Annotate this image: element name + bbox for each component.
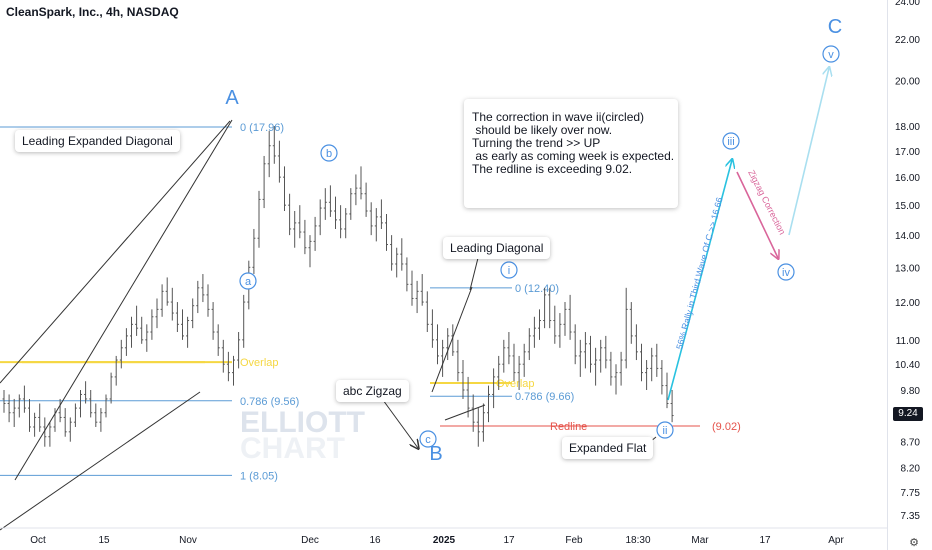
y-axis-tick-label: 7.75: [901, 488, 921, 499]
note-line: The redline is exceeding 9.02.: [472, 162, 633, 176]
y-axis-tick-label: 24.00: [895, 0, 920, 8]
y-axis-tick-label: 16.00: [895, 173, 920, 184]
y-axis-tick-label: 7.35: [901, 511, 921, 522]
level-label: 0.786 (9.56): [240, 396, 299, 408]
y-axis-tick-label: 20.00: [895, 76, 920, 87]
wave-label: iii: [727, 136, 734, 148]
wave-label-circle: [500, 261, 518, 279]
y-axis-tick-label: 22.00: [895, 35, 920, 46]
wave-label: A: [225, 87, 239, 109]
y-axis-tick-label: 8.70: [901, 438, 921, 449]
wave-label-circle: [239, 272, 257, 290]
note-line: Turning the trend >> UP: [472, 136, 601, 150]
y-axis-tick-label: 11.00: [896, 336, 921, 347]
level-label: 0 (12.40): [515, 283, 559, 295]
y-axis-tick-label: 8.20: [901, 463, 921, 474]
level-label: (9.02): [712, 421, 741, 433]
wave-label: B: [429, 443, 442, 465]
y-axis-tick-label: 9.80: [901, 386, 921, 397]
wave-label-circle: [822, 45, 840, 63]
y-axis-tick-label: 17.00: [895, 147, 920, 158]
x-axis-tick-label: 17: [503, 535, 515, 546]
x-axis-tick-label: 18:30: [625, 535, 650, 546]
channel-line: [0, 120, 231, 384]
note-line: as early as coming week is expected.: [472, 149, 675, 163]
level-label: 0.786 (9.66): [515, 391, 574, 403]
chart-title: CleanSpark, Inc., 4h, NASDAQ: [6, 5, 179, 19]
y-axis-tick-label: 14.00: [895, 231, 920, 242]
y-axis-tick-label: 13.00: [895, 263, 920, 274]
level-label: Overlap: [240, 357, 279, 369]
wave-label-circle: [722, 132, 740, 150]
callout-leading-expanded-diagonal: Leading Expanded Diagonal: [15, 130, 180, 152]
wave-label-circle: [419, 430, 437, 448]
x-axis-tick-label: 16: [369, 535, 381, 546]
x-axis-tick-label: Mar: [691, 535, 709, 546]
y-axis-tick-label: 10.40: [895, 360, 920, 371]
x-axis-tick-label: 17: [759, 535, 771, 546]
x-axis-tick-label: 15: [98, 535, 110, 546]
callout-leading-diagonal: Leading Diagonal: [443, 237, 551, 259]
wave-label: C: [828, 16, 842, 38]
y-axis-tick-label: 12.00: [895, 298, 920, 309]
x-axis-tick-label: Nov: [179, 535, 197, 546]
wave-label: c: [425, 434, 431, 446]
projection-label: 56% Rally in Third Wave Of C >> 16.66: [674, 196, 724, 350]
x-axis-tick-label: 2025: [433, 535, 456, 546]
projection-label: Zigzag Correction: [746, 168, 787, 236]
level-label: Overlap: [496, 378, 535, 390]
level-label: 1 (8.05): [240, 470, 278, 482]
wave-label-circle: [777, 263, 795, 281]
x-axis-tick-label: Oct: [30, 535, 46, 546]
wave-label: v: [828, 49, 834, 61]
watermark-text: ELLIOTT: [240, 406, 365, 439]
wave-label: iv: [782, 267, 790, 279]
projection-arrow-wave-iv: [736, 171, 778, 258]
level-label: Redline: [550, 421, 587, 433]
channel-line: [0, 391, 201, 531]
wave-label-circle: [320, 144, 338, 162]
x-axis-tick-label: Feb: [565, 535, 583, 546]
watermark-text: CHART: [240, 432, 345, 465]
wave-label: a: [245, 276, 252, 288]
projection-arrow-wave-iii: [667, 160, 732, 401]
level-label: 0 (17.96): [240, 122, 284, 134]
wave-label: i: [508, 265, 510, 277]
channel-line: [431, 286, 473, 393]
wave-label-circle: [656, 421, 674, 439]
analysis-note: The correction in wave ii(circled) shoul…: [464, 99, 678, 208]
projection-arrow-wave-v: [788, 68, 829, 236]
y-axis-tick-label: 15.00: [895, 201, 920, 212]
note-line: The correction in wave ii(circled): [472, 110, 645, 124]
x-axis-tick-label: Dec: [301, 535, 319, 546]
current-price-badge: 9.24: [893, 407, 923, 421]
wave-label: ii: [663, 425, 668, 437]
callout-abc-zigzag: abc Zigzag: [336, 380, 409, 402]
channel-line: [444, 404, 486, 421]
price-axis-border: [887, 0, 888, 550]
x-axis-tick-label: Apr: [828, 535, 844, 546]
channel-line: [14, 119, 233, 481]
zigzag-pointer: [382, 399, 418, 448]
note-line: should be likely over now.: [472, 123, 613, 137]
wave-label: b: [326, 148, 332, 160]
y-axis-tick-label: 18.00: [895, 122, 920, 133]
axis-settings-icon: ⚙: [909, 537, 919, 549]
callout-expanded-flat: Expanded Flat: [562, 437, 654, 459]
